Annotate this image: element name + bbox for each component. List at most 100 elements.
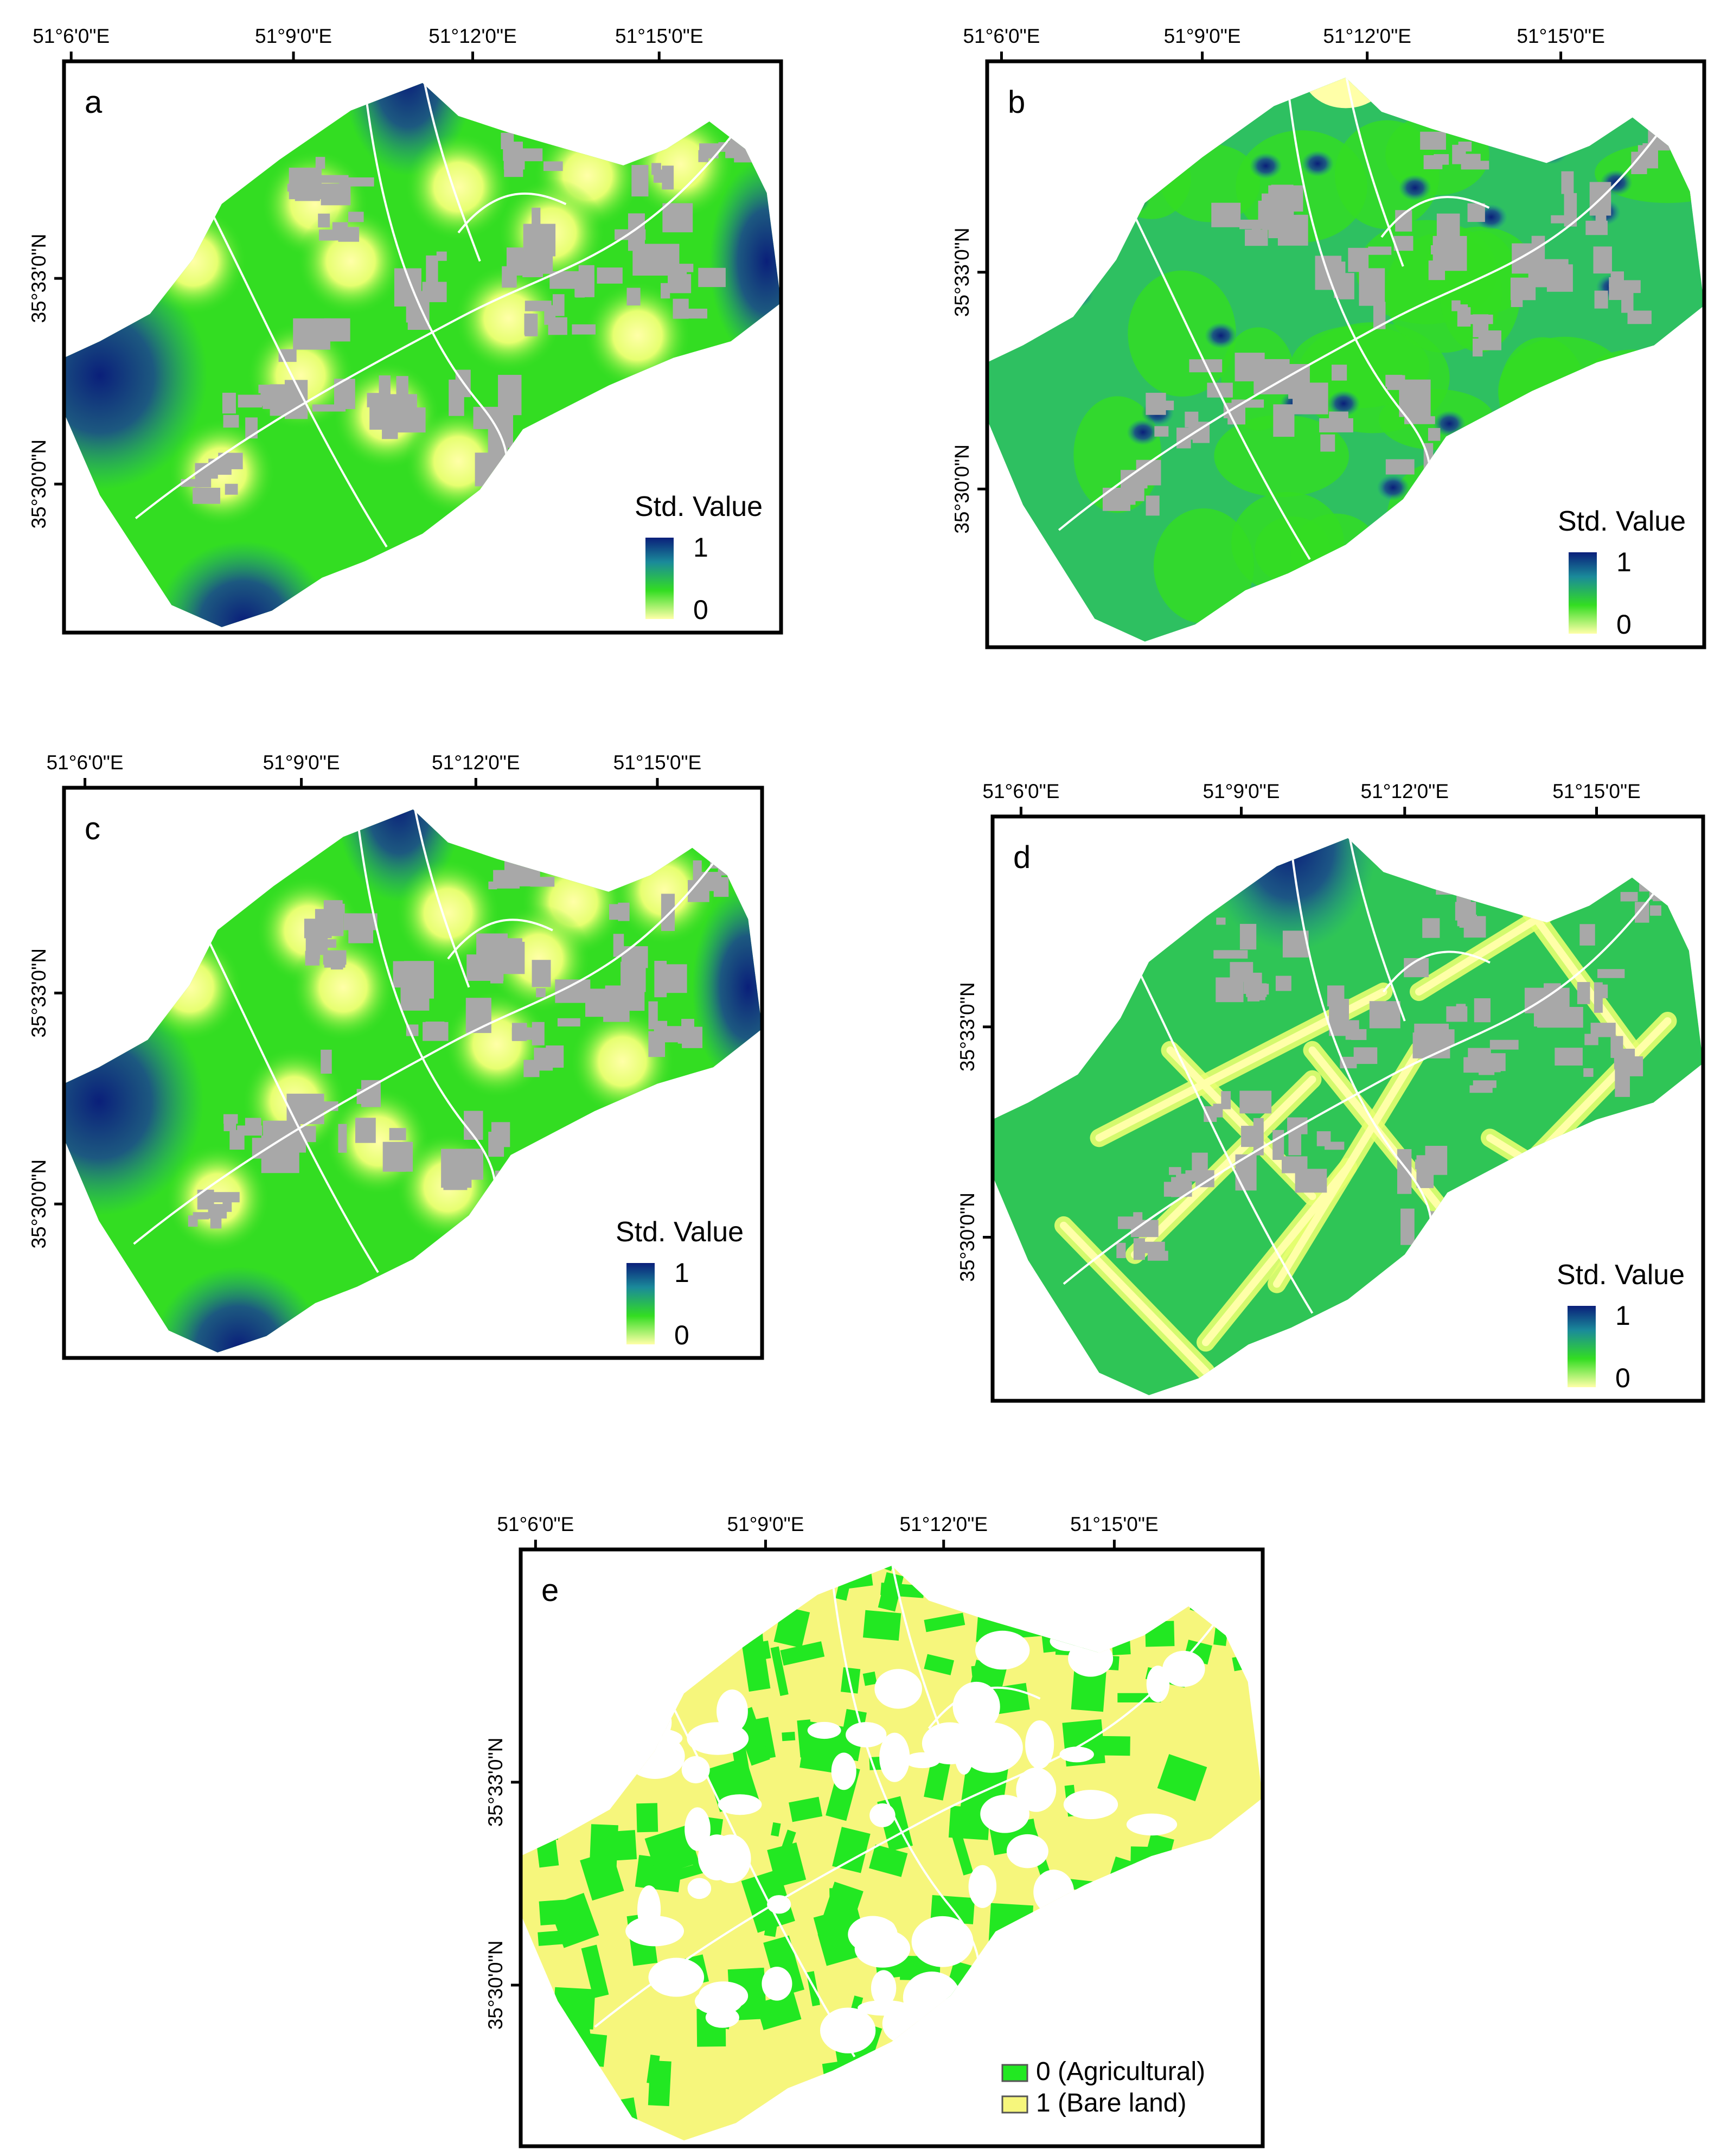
- urban-patch: [548, 317, 567, 335]
- agricultural-patch: [615, 1594, 640, 1651]
- road-line: [1058, 119, 1670, 531]
- road-line: [421, 83, 481, 262]
- urban-gap: [711, 1834, 751, 1884]
- urban-patch: [523, 867, 539, 882]
- urban-patch: [1331, 365, 1347, 381]
- low-value-zone: [297, 207, 405, 316]
- legend-min-label: 0: [1616, 609, 1632, 640]
- urban-gap: [1059, 1746, 1094, 1763]
- urban-patch: [498, 374, 522, 416]
- urban-patch: [1620, 892, 1638, 902]
- agricultural-patch: [525, 1648, 542, 1674]
- high-value-zone: [692, 884, 762, 1090]
- agricultural-patch: [600, 1830, 637, 1861]
- urban-patch: [1627, 310, 1652, 324]
- urban-gap: [694, 1988, 743, 2015]
- panel-label: e: [541, 1573, 559, 1608]
- latitude-label: 35°33'0"N: [951, 227, 973, 317]
- agricultural-patch: [1098, 1980, 1119, 2025]
- urban-patch: [1650, 905, 1661, 916]
- urban-patch: [1133, 1238, 1145, 1260]
- urban-patch: [1430, 1219, 1459, 1237]
- urban-gap: [980, 1795, 1029, 1833]
- urban-patch: [718, 858, 739, 876]
- urban-gap: [1063, 1790, 1118, 1820]
- urban-patch: [1273, 404, 1295, 437]
- urban-patch: [522, 267, 543, 277]
- agricultural-patch: [878, 1572, 904, 1612]
- urban-patch: [1216, 917, 1226, 925]
- agricultural-patch: [698, 1625, 728, 1639]
- urban-gap: [762, 1967, 792, 2001]
- urban-patch: [355, 1118, 376, 1143]
- panel-label: d: [1013, 840, 1031, 875]
- agricultural-patch: [1017, 1621, 1057, 1638]
- agricultural-patch: [1182, 1566, 1200, 1567]
- urban-gap: [1119, 1866, 1145, 1907]
- agricultural-patch: [1200, 1867, 1246, 1922]
- map-panel-c: 51°6'0"E 51°9'0"E 51°12'0"E 51°15'0"E 35°33'…: [28, 751, 764, 1360]
- map-frame: [990, 814, 1705, 1403]
- agricultural-patch: [988, 1903, 1034, 1960]
- high-value-zone: [1204, 322, 1237, 349]
- urban-patch: [1584, 1034, 1598, 1045]
- high-value-zone: [1117, 187, 1150, 214]
- urban-patch: [609, 904, 618, 920]
- agricultural-patch: [571, 1694, 626, 1744]
- high-value-zone: [1535, 138, 1568, 164]
- urban-patch: [524, 313, 534, 335]
- agricultural-patch: [1105, 1878, 1145, 1931]
- agricultural-patch: [1152, 1928, 1176, 1964]
- urban-gap: [1033, 1870, 1074, 1915]
- urban-patch: [321, 183, 351, 206]
- urban-gap: [846, 1722, 887, 1747]
- low-value-zone: [1302, 78, 1389, 109]
- urban-patch: [223, 414, 239, 428]
- agricultural-patch: [538, 1930, 563, 1946]
- urban-patch: [654, 961, 667, 998]
- panel-label: c: [85, 811, 100, 846]
- agricultural-patch: [534, 1761, 578, 1789]
- urban-gap: [854, 1929, 911, 1968]
- urban-gap: [685, 1807, 711, 1851]
- map-frame: [62, 59, 783, 635]
- urban-patch: [1319, 418, 1353, 432]
- urban-patch: [663, 1026, 683, 1043]
- urban-patch: [1609, 284, 1626, 300]
- low-value-zone: [455, 264, 562, 373]
- urban-patch: [1116, 1242, 1126, 1259]
- urban-patch: [465, 1149, 483, 1180]
- longitude-label: 51°6'0"E: [963, 25, 1040, 47]
- legend-max-label: 1: [693, 532, 708, 563]
- urban-gap: [869, 1803, 896, 1828]
- latitude-label: 35°30'0"N: [28, 439, 50, 529]
- agricultural-patch: [1071, 1667, 1106, 1712]
- agricultural-patch: [553, 1987, 596, 2030]
- urban-patch: [1142, 1241, 1165, 1253]
- urban-patch: [1456, 1004, 1466, 1016]
- urban-patch: [521, 148, 543, 162]
- urban-patch: [193, 488, 221, 504]
- urban-patch: [557, 1018, 580, 1027]
- urban-patch: [263, 401, 274, 409]
- agricultural-patch: [862, 1672, 877, 1686]
- high-value-zone: [1377, 474, 1410, 501]
- road-line: [202, 929, 379, 1273]
- longitude-label: 51°9'0"E: [263, 751, 340, 774]
- legend-item-label: 0 (Agricultural): [1036, 2057, 1205, 2086]
- longitude-label: 51°15'0"E: [1070, 1513, 1159, 1535]
- agricultural-patch: [666, 1629, 695, 1682]
- urban-gap: [831, 1752, 856, 1790]
- mid-value-zone: [1214, 414, 1349, 497]
- urban-patch: [1531, 235, 1545, 245]
- agricultural-patch: [1184, 1992, 1229, 2045]
- agricultural-patch: [1134, 1992, 1154, 2049]
- agricultural-patch: [874, 2109, 908, 2141]
- urban-patch: [195, 463, 212, 488]
- agricultural-patch: [1238, 1864, 1261, 1901]
- urban-gap: [717, 1689, 748, 1733]
- urban-patch: [1253, 359, 1290, 394]
- latitude-label: 35°30'0"N: [951, 444, 973, 534]
- urban-gap: [879, 1732, 910, 1782]
- urban-gap: [903, 1972, 961, 2024]
